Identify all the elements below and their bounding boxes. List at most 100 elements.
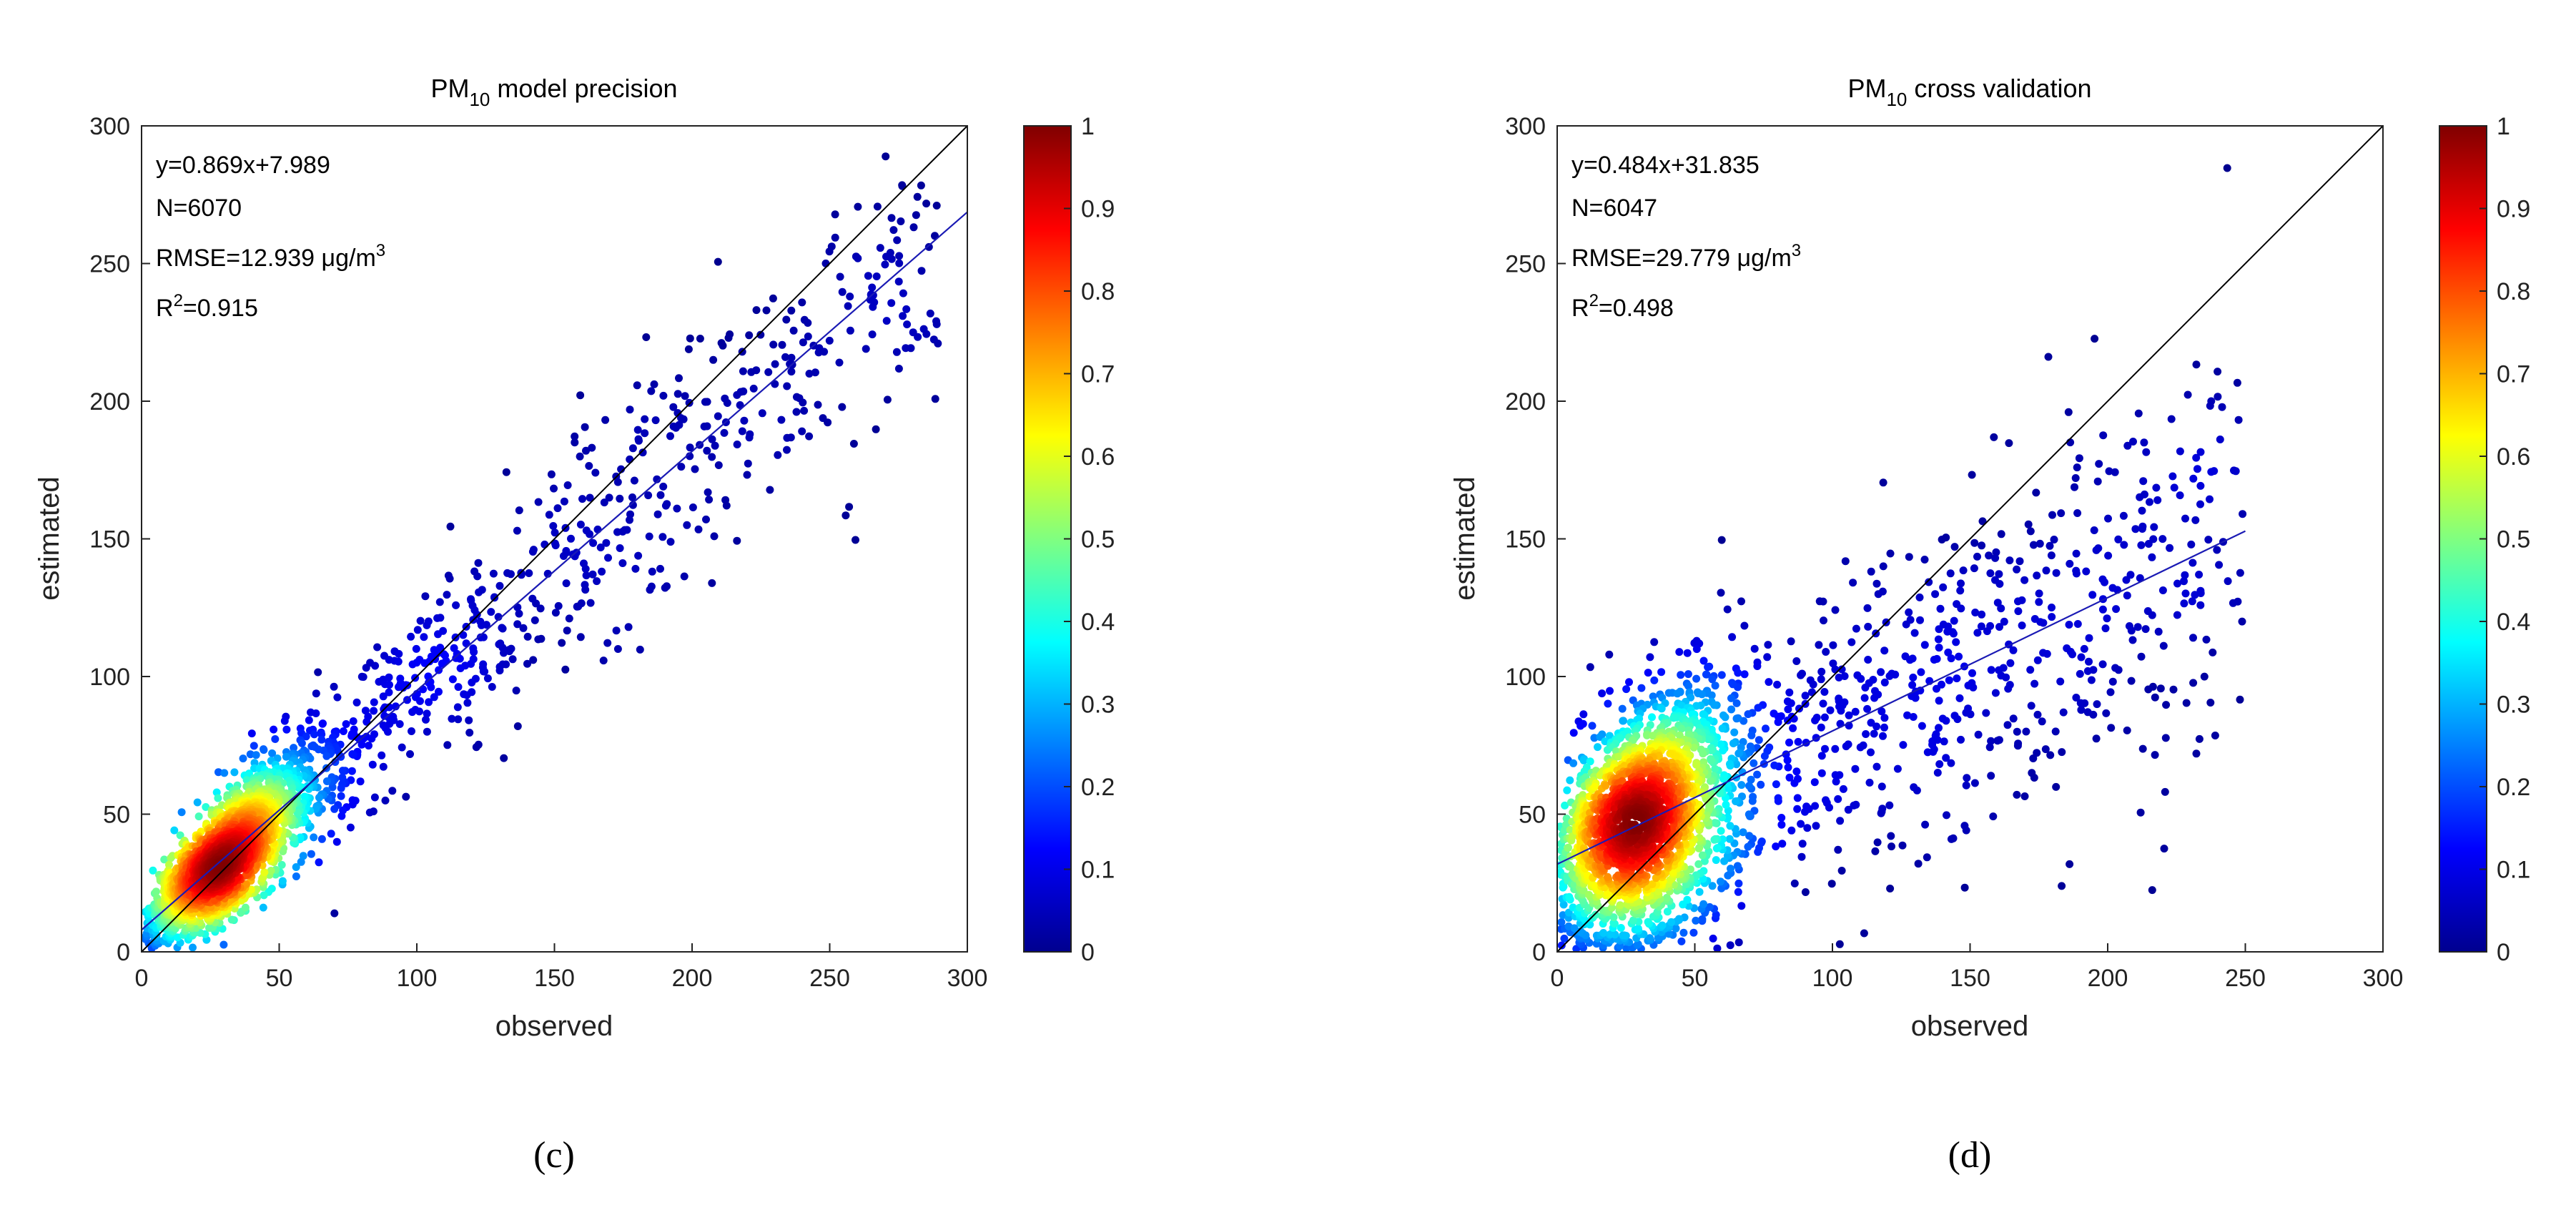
scatter-point — [1750, 759, 1758, 767]
scatter-point — [2058, 882, 2066, 890]
scatter-point — [747, 368, 756, 376]
scatter-point — [260, 868, 269, 877]
scatter-point — [2082, 567, 2091, 576]
scatter-point — [2039, 619, 2048, 627]
scatter-point — [1960, 822, 1969, 830]
scatter-point — [743, 471, 751, 479]
scatter-point — [2083, 667, 2092, 675]
scatter-point — [2083, 708, 2092, 717]
scatter-point — [1990, 433, 1998, 441]
scatter-point — [365, 808, 374, 817]
scatter-point — [600, 498, 608, 507]
scatter-point — [694, 525, 703, 533]
scatter-point — [1862, 730, 1870, 738]
x-tick-label: 100 — [397, 965, 438, 992]
scatter-point — [1928, 737, 1937, 745]
scatter-point — [1949, 834, 1958, 842]
scatter-point — [766, 486, 774, 494]
scatter-point — [1971, 609, 1980, 616]
scatter-point — [882, 152, 890, 161]
scatter-point — [1586, 757, 1594, 766]
colorbar-tick-label: 1 — [1081, 113, 1095, 140]
scatter-point — [2196, 500, 2204, 508]
scatter-point — [1802, 802, 1811, 811]
scatter-point — [708, 435, 716, 443]
scatter-point — [624, 623, 633, 631]
scatter-point — [789, 326, 798, 335]
scatter-point — [634, 435, 643, 443]
scatter-point — [2123, 726, 2131, 734]
scatter-point — [2095, 460, 2103, 468]
scatter-point — [450, 644, 458, 652]
scatter-point — [769, 294, 777, 303]
scatter-point — [2160, 845, 2168, 853]
scatter-point — [1722, 800, 1730, 809]
scatter-point — [769, 340, 778, 349]
scatter-point — [1675, 648, 1684, 656]
scatter-point — [2024, 520, 2033, 528]
scatter-point — [550, 484, 558, 493]
scatter-point — [515, 609, 523, 618]
scatter-point — [1837, 867, 1846, 875]
scatter-point — [478, 663, 487, 672]
scatter-point — [599, 656, 608, 665]
scatter-point — [1877, 707, 1886, 716]
scatter-point — [1790, 779, 1799, 787]
stats-annotation-c: y=0.869x+7.989 N=6070 RMSE=12.939 μg/m3 … — [156, 152, 385, 322]
scatter-point — [379, 762, 388, 771]
scatter-point — [2029, 541, 2038, 549]
scatter-point — [2176, 491, 2184, 500]
scatter-point — [1708, 675, 1717, 684]
scatter-point — [2139, 477, 2148, 486]
scatter-point — [534, 635, 543, 644]
scatter-point — [2066, 559, 2074, 568]
scatter-point — [1658, 921, 1667, 930]
scatter-point — [1637, 684, 1646, 692]
scatter-point — [1886, 885, 1895, 892]
colorbar-tick-label: 0.1 — [1081, 857, 1115, 884]
colorbar-tick-label: 0.3 — [1081, 692, 1115, 719]
scatter-point — [2032, 488, 2040, 497]
y-tick-label: 50 — [103, 802, 130, 829]
scatter-point — [2188, 597, 2196, 606]
scatter-point — [1811, 716, 1820, 724]
scatter-point — [1880, 723, 1888, 732]
scatter-point — [756, 330, 765, 339]
scatter-point — [1827, 880, 1836, 888]
scatter-point — [2092, 734, 2101, 743]
scatter-point — [310, 730, 318, 739]
scatter-point — [395, 649, 403, 658]
scatter-point — [1844, 805, 1852, 814]
scatter-point — [895, 252, 904, 260]
scatter-point — [1860, 694, 1869, 702]
scatter-point — [1673, 689, 1682, 698]
scatter-point — [1985, 743, 1994, 752]
scatter-point — [1692, 702, 1701, 710]
equation-text-c: y=0.869x+7.989 — [156, 152, 330, 179]
scatter-point — [2188, 559, 2197, 567]
scatter-point — [1698, 690, 1706, 699]
scatter-point — [342, 720, 350, 728]
scatter-point — [2088, 591, 2097, 599]
scatter-point — [507, 570, 515, 579]
scatter-point — [2030, 679, 2039, 688]
chart-panel-d: PM10 cross validation 0 50 100 150 200 250 300… — [1449, 74, 2530, 1176]
scatter-point — [1836, 817, 1845, 825]
scatter-point — [448, 675, 457, 684]
scatter-point — [1790, 879, 1799, 887]
scatter-point — [1689, 743, 1698, 752]
scatter-point — [1891, 670, 1900, 679]
scatter-point — [2141, 490, 2148, 498]
scatter-point — [787, 306, 796, 315]
scatter-point — [2103, 614, 2111, 623]
scatter-point — [1710, 701, 1719, 709]
scatter-point — [1656, 843, 1664, 852]
scatter-point — [160, 855, 169, 864]
scatter-point — [310, 833, 318, 842]
scatter-point — [2196, 481, 2205, 490]
scatter-point — [337, 792, 345, 800]
scatter-point — [1708, 882, 1717, 890]
scatter-point — [2138, 506, 2146, 515]
scatter-point — [2092, 546, 2101, 554]
scatter-point — [1794, 737, 1802, 746]
